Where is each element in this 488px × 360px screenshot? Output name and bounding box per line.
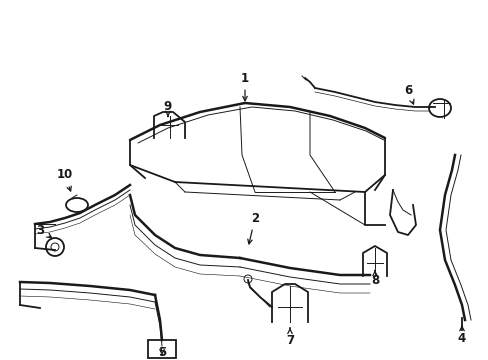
Text: 3: 3 — [36, 224, 51, 238]
Text: 9: 9 — [163, 100, 172, 116]
Circle shape — [46, 238, 64, 256]
Text: 4: 4 — [457, 326, 465, 345]
Circle shape — [244, 275, 251, 283]
Ellipse shape — [66, 198, 88, 212]
Text: 10: 10 — [57, 168, 73, 191]
Ellipse shape — [428, 99, 450, 117]
Bar — [148, 340, 176, 358]
Text: 6: 6 — [403, 84, 413, 104]
Text: 2: 2 — [247, 211, 259, 244]
Text: 5: 5 — [158, 346, 166, 359]
Circle shape — [51, 243, 59, 251]
Text: 7: 7 — [285, 328, 293, 346]
Text: 1: 1 — [241, 72, 248, 101]
Text: 8: 8 — [370, 271, 378, 287]
